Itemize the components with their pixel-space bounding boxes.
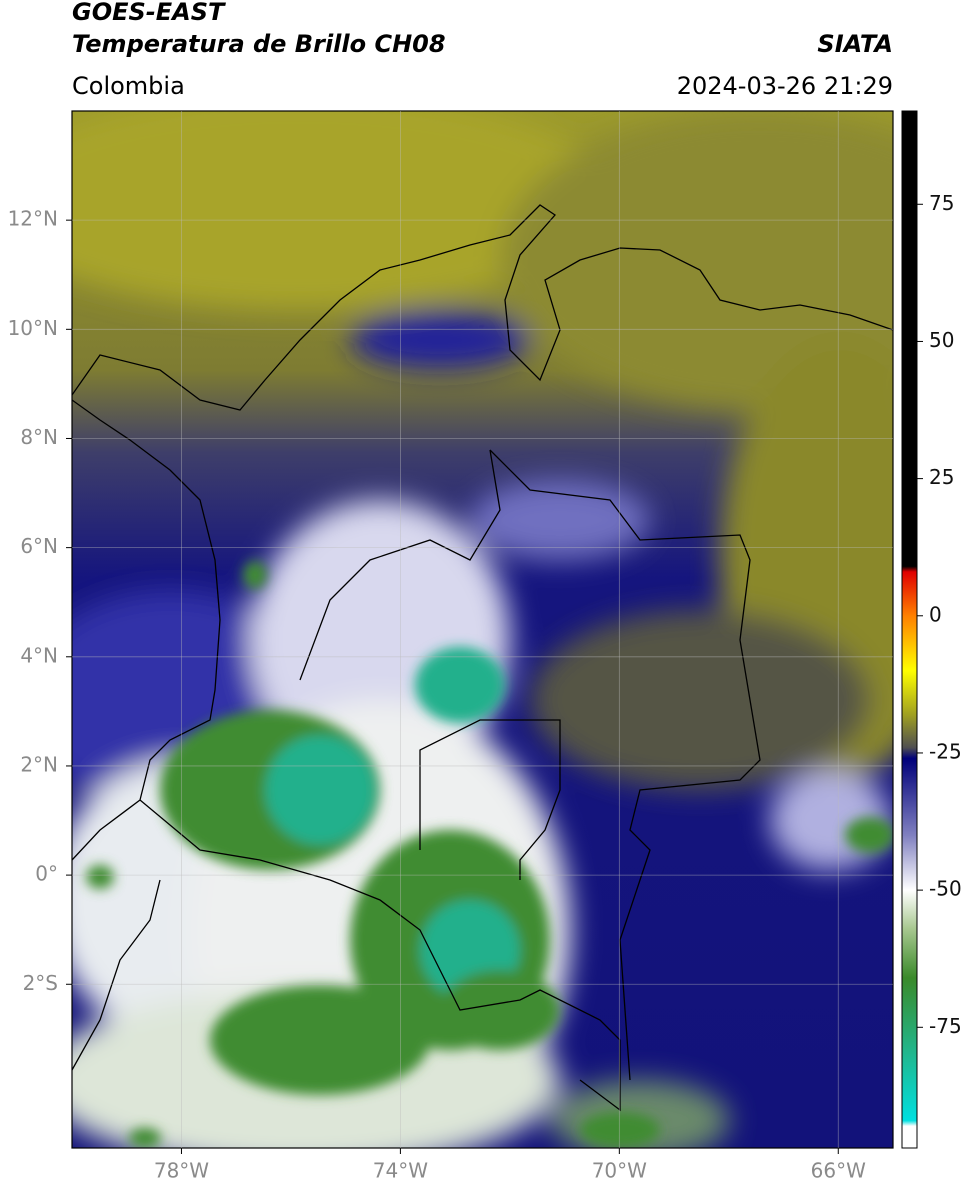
y-tick-label: 6°N xyxy=(20,534,58,558)
y-tick-label: 4°N xyxy=(20,643,58,667)
y-tick-label: 10°N xyxy=(8,316,58,340)
colorbar-tick-label: -75 xyxy=(929,1014,962,1038)
map-frame xyxy=(71,110,894,1149)
colorbar xyxy=(901,110,918,1149)
satellite-image xyxy=(72,111,893,1148)
y-tick-label: 2°N xyxy=(20,752,58,776)
title: GOES-EAST xyxy=(72,0,226,26)
region: Colombia xyxy=(72,72,185,100)
source: SIATA xyxy=(817,30,893,58)
colorbar-tick-label: 75 xyxy=(929,191,954,215)
y-tick-label: 8°N xyxy=(20,425,58,449)
x-tick-label: 70°W xyxy=(592,1159,647,1183)
coastlines-borders xyxy=(72,204,893,1112)
colorbar-tick-label: -50 xyxy=(929,877,962,901)
x-tick-label: 78°W xyxy=(154,1159,209,1183)
y-tick-label: 2°S xyxy=(23,971,58,995)
timestamp: 2024-03-26 21:29 xyxy=(677,72,893,100)
x-tick-label: 66°W xyxy=(811,1159,866,1183)
subtitle: Temperatura de Brillo CH08 xyxy=(72,30,446,58)
colorbar-tick-label: 0 xyxy=(929,602,942,626)
y-tick-label: 0° xyxy=(35,862,58,886)
colorbar-tick-label: 50 xyxy=(929,328,954,352)
colorbar-tick-label: -25 xyxy=(929,739,962,763)
colorbar-tick-label: 25 xyxy=(929,465,954,489)
x-tick-label: 74°W xyxy=(373,1159,428,1183)
y-tick-label: 12°N xyxy=(8,207,58,231)
